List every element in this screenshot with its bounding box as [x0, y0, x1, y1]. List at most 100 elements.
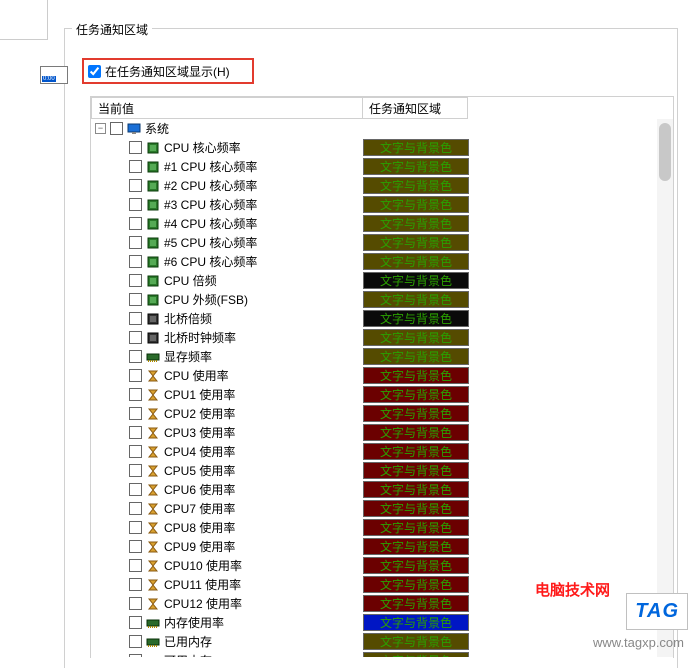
color-badge[interactable]: 文字与背景色 [363, 139, 469, 156]
item-checkbox[interactable] [129, 502, 142, 515]
color-badge[interactable]: 文字与背景色 [363, 386, 469, 403]
table-row[interactable]: CPU1 使用率 文字与背景色 [91, 385, 673, 404]
group-checkbox[interactable] [110, 122, 123, 135]
table-row[interactable]: CPU7 使用率 文字与背景色 [91, 499, 673, 518]
table-row[interactable]: 内存使用率文字与背景色 [91, 613, 673, 632]
show-in-tray-checkbox-row[interactable]: 在任务通知区域显示(H) [82, 58, 254, 84]
item-checkbox[interactable] [129, 445, 142, 458]
color-badge[interactable]: 文字与背景色 [363, 215, 469, 232]
table-row[interactable]: CPU6 使用率文字与背景色 [91, 480, 673, 499]
item-checkbox[interactable] [129, 597, 142, 610]
color-badge[interactable]: 文字与背景色 [363, 538, 469, 555]
table-row[interactable]: #5 CPU 核心频率文字与背景色 [91, 233, 673, 252]
table-row[interactable]: 北桥倍频文字与背景色 [91, 309, 673, 328]
item-checkbox[interactable] [129, 426, 142, 439]
item-label: CPU1 使用率 [164, 386, 235, 403]
table-row[interactable]: CPU 倍频文字与背景色 [91, 271, 673, 290]
item-checkbox[interactable] [129, 635, 142, 648]
item-checkbox[interactable] [129, 521, 142, 534]
item-checkbox[interactable] [129, 160, 142, 173]
item-checkbox[interactable] [129, 293, 142, 306]
table-row[interactable]: CPU8 使用率文字与背景色 [91, 518, 673, 537]
table-row[interactable]: CPU10 使用率文字与背景色 [91, 556, 673, 575]
item-checkbox[interactable] [129, 179, 142, 192]
color-badge[interactable]: 文字与背景色 [363, 177, 469, 194]
item-checkbox[interactable] [129, 141, 142, 154]
expand-toggle[interactable]: − [95, 123, 106, 134]
item-checkbox[interactable] [129, 369, 142, 382]
table-row[interactable]: 可用内存文字与背景色 [91, 651, 673, 657]
column-tray-area[interactable]: 任务通知区域 [362, 97, 468, 119]
tree-group-row[interactable]: −系统 [91, 119, 673, 138]
color-badge[interactable]: 文字与背景色 [363, 576, 469, 593]
color-badge[interactable]: 文字与背景色 [363, 329, 469, 346]
table-row[interactable]: #4 CPU 核心频率文字与背景色 [91, 214, 673, 233]
watermark-url: www.tagxp.com [593, 635, 684, 650]
color-badge[interactable]: 文字与背景色 [363, 253, 469, 270]
item-checkbox[interactable] [129, 540, 142, 553]
table-row[interactable]: CPU 外频(FSB)文字与背景色 [91, 290, 673, 309]
color-badge[interactable]: 文字与背景色 [363, 519, 469, 536]
color-badge[interactable]: 文字与背景色 [363, 481, 469, 498]
item-checkbox[interactable] [129, 274, 142, 287]
table-row[interactable]: 显存频率文字与背景色 [91, 347, 673, 366]
color-badge[interactable]: 文字与背景色 [363, 614, 469, 631]
item-checkbox[interactable] [129, 464, 142, 477]
color-badge[interactable]: 文字与背景色 [363, 158, 469, 175]
item-checkbox[interactable] [129, 350, 142, 363]
table-row[interactable]: 北桥时钟频率文字与背景色 [91, 328, 673, 347]
northbridge-icon [146, 312, 160, 326]
item-label: CPU4 使用率 [164, 443, 235, 460]
color-badge[interactable]: 文字与背景色 [363, 557, 469, 574]
chip-icon [146, 293, 160, 307]
table-row[interactable]: CPU9 使用率文字与背景色 [91, 537, 673, 556]
color-badge[interactable]: 文字与背景色 [363, 405, 469, 422]
item-label: CPU12 使用率 [164, 595, 242, 612]
table-row[interactable]: CPU5 使用率文字与背景色 [91, 461, 673, 480]
color-badge[interactable]: 文字与背景色 [363, 234, 469, 251]
item-label: CPU7 使用率 [164, 500, 235, 517]
color-badge[interactable]: 文字与背景色 [363, 633, 469, 650]
table-row[interactable]: CPU2 使用率文字与背景色 [91, 404, 673, 423]
item-checkbox[interactable] [129, 654, 142, 657]
color-badge[interactable]: 文字与背景色 [363, 500, 469, 517]
color-badge[interactable]: 文字与背景色 [363, 196, 469, 213]
item-checkbox[interactable] [129, 331, 142, 344]
table-row[interactable]: #6 CPU 核心频率 文字与背景色 [91, 252, 673, 271]
item-checkbox[interactable] [129, 217, 142, 230]
hourglass-icon [146, 578, 160, 592]
color-badge[interactable]: 文字与背景色 [363, 424, 469, 441]
item-checkbox[interactable] [129, 388, 142, 401]
column-current-value[interactable]: 当前值 [91, 97, 363, 119]
item-checkbox[interactable] [129, 483, 142, 496]
item-checkbox[interactable] [129, 578, 142, 591]
item-checkbox[interactable] [129, 198, 142, 211]
color-badge[interactable]: 文字与背景色 [363, 443, 469, 460]
table-row[interactable]: CPU 核心频率文字与背景色 [91, 138, 673, 157]
color-badge[interactable]: 文字与背景色 [363, 595, 469, 612]
color-badge[interactable]: 文字与背景色 [363, 348, 469, 365]
color-badge[interactable]: 文字与背景色 [363, 310, 469, 327]
item-label: #6 CPU 核心频率 [164, 253, 257, 270]
color-badge[interactable]: 文字与背景色 [363, 462, 469, 479]
table-row[interactable]: CPU4 使用率 文字与背景色 [91, 442, 673, 461]
table-row[interactable]: #1 CPU 核心频率文字与背景色 [91, 157, 673, 176]
item-checkbox[interactable] [129, 407, 142, 420]
table-row[interactable]: #2 CPU 核心频率 文字与背景色 [91, 176, 673, 195]
item-checkbox[interactable] [129, 616, 142, 629]
table-row[interactable]: 已用内存文字与背景色 [91, 632, 673, 651]
item-checkbox[interactable] [129, 559, 142, 572]
color-badge[interactable]: 文字与背景色 [363, 367, 469, 384]
item-checkbox[interactable] [129, 255, 142, 268]
watermark-tag: TAG [626, 593, 688, 630]
item-label: #2 CPU 核心频率 [164, 177, 257, 194]
item-checkbox[interactable] [129, 312, 142, 325]
item-checkbox[interactable] [129, 236, 142, 249]
color-badge[interactable]: 文字与背景色 [363, 291, 469, 308]
table-row[interactable]: #3 CPU 核心频率文字与背景色 [91, 195, 673, 214]
table-row[interactable]: CPU3 使用率文字与背景色 [91, 423, 673, 442]
color-badge[interactable]: 文字与背景色 [363, 652, 469, 657]
show-in-tray-checkbox[interactable] [88, 65, 101, 78]
color-badge[interactable]: 文字与背景色 [363, 272, 469, 289]
table-row[interactable]: CPU 使用率文字与背景色 [91, 366, 673, 385]
